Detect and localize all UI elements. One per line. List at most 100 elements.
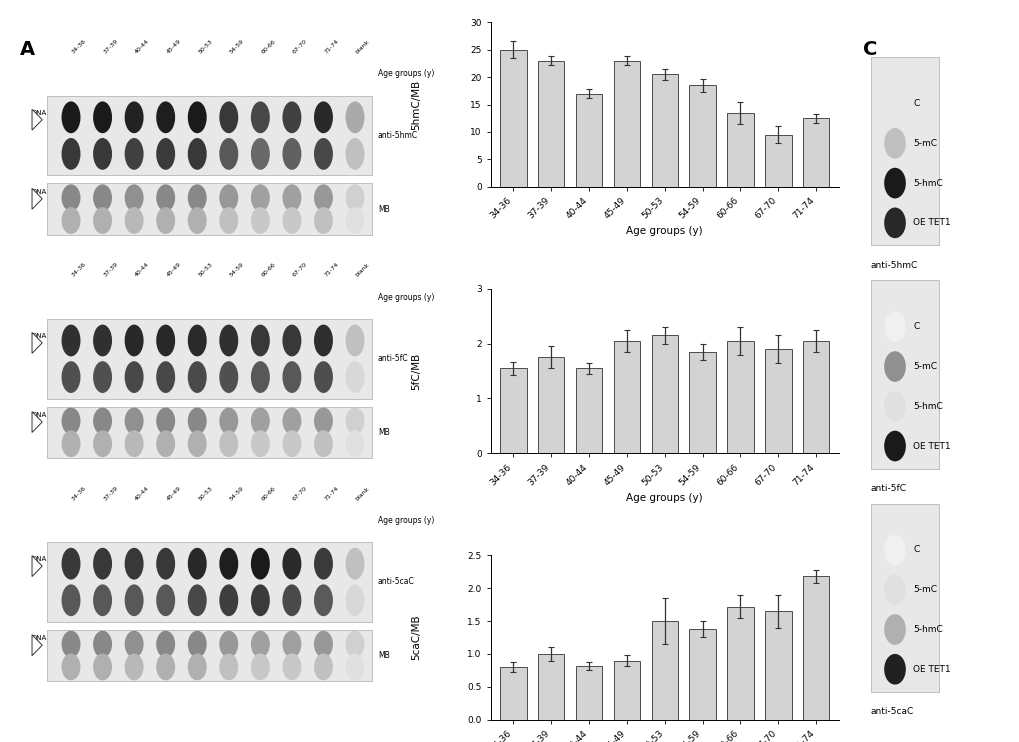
Ellipse shape <box>883 128 905 159</box>
Text: anti-5caC: anti-5caC <box>869 707 913 716</box>
Ellipse shape <box>282 407 301 434</box>
Ellipse shape <box>93 654 112 680</box>
Bar <box>651 621 678 720</box>
Ellipse shape <box>219 138 238 170</box>
Text: DNA: DNA <box>31 110 46 116</box>
Text: C: C <box>912 545 918 554</box>
Bar <box>727 341 753 453</box>
Text: 45-49: 45-49 <box>165 262 181 278</box>
Ellipse shape <box>219 654 238 680</box>
Bar <box>499 50 526 187</box>
Ellipse shape <box>251 407 270 434</box>
Text: blank: blank <box>355 485 371 502</box>
Text: anti-5hmC: anti-5hmC <box>378 131 418 140</box>
Text: DNA: DNA <box>31 188 46 195</box>
Ellipse shape <box>93 585 112 616</box>
Ellipse shape <box>124 548 144 580</box>
Text: C: C <box>912 99 918 108</box>
Bar <box>651 74 678 187</box>
Bar <box>689 352 715 453</box>
Text: 5-mC: 5-mC <box>912 585 936 594</box>
Ellipse shape <box>156 361 175 393</box>
Ellipse shape <box>314 430 332 457</box>
Ellipse shape <box>61 361 81 393</box>
Ellipse shape <box>345 407 364 434</box>
Bar <box>613 341 640 453</box>
Text: 5-hmC: 5-hmC <box>912 179 942 188</box>
Ellipse shape <box>93 184 112 211</box>
Ellipse shape <box>282 361 301 393</box>
Ellipse shape <box>251 585 270 616</box>
Text: 54-59: 54-59 <box>228 262 245 278</box>
Ellipse shape <box>314 654 332 680</box>
Ellipse shape <box>187 585 207 616</box>
Text: 34-36: 34-36 <box>71 485 88 502</box>
Bar <box>764 611 791 720</box>
Text: OE TET1: OE TET1 <box>912 441 950 450</box>
Text: DNA: DNA <box>31 635 46 641</box>
Ellipse shape <box>345 324 364 356</box>
Ellipse shape <box>219 631 238 657</box>
Bar <box>802 118 828 187</box>
Ellipse shape <box>314 407 332 434</box>
Ellipse shape <box>219 102 238 134</box>
Text: 37-39: 37-39 <box>103 485 119 502</box>
FancyBboxPatch shape <box>47 542 372 622</box>
Ellipse shape <box>156 654 175 680</box>
Ellipse shape <box>219 548 238 580</box>
Ellipse shape <box>124 430 144 457</box>
Text: Age groups (y): Age groups (y) <box>378 292 434 302</box>
Ellipse shape <box>93 407 112 434</box>
Text: 5-hmC: 5-hmC <box>912 401 942 411</box>
Ellipse shape <box>251 430 270 457</box>
Text: 45-49: 45-49 <box>165 39 181 55</box>
Ellipse shape <box>61 654 81 680</box>
Text: B: B <box>497 39 512 59</box>
Ellipse shape <box>282 430 301 457</box>
Ellipse shape <box>187 631 207 657</box>
FancyBboxPatch shape <box>47 630 372 681</box>
Bar <box>689 85 715 187</box>
Text: DNA: DNA <box>31 556 46 562</box>
Ellipse shape <box>251 548 270 580</box>
Ellipse shape <box>219 430 238 457</box>
Ellipse shape <box>251 184 270 211</box>
Bar <box>576 93 602 187</box>
Ellipse shape <box>883 168 905 198</box>
Text: anti-5hmC: anti-5hmC <box>869 260 917 270</box>
Text: 60-66: 60-66 <box>260 39 276 55</box>
Text: blank: blank <box>355 39 371 55</box>
Ellipse shape <box>61 631 81 657</box>
Ellipse shape <box>156 407 175 434</box>
Ellipse shape <box>314 102 332 134</box>
Ellipse shape <box>61 548 81 580</box>
Ellipse shape <box>282 207 301 234</box>
Text: 54-59: 54-59 <box>228 39 245 55</box>
Ellipse shape <box>61 138 81 170</box>
Ellipse shape <box>282 324 301 356</box>
Ellipse shape <box>156 430 175 457</box>
Bar <box>764 349 791 453</box>
Bar <box>689 629 715 720</box>
Ellipse shape <box>345 585 364 616</box>
Ellipse shape <box>219 585 238 616</box>
Ellipse shape <box>345 184 364 211</box>
Ellipse shape <box>345 631 364 657</box>
Ellipse shape <box>61 430 81 457</box>
FancyBboxPatch shape <box>47 183 372 235</box>
Bar <box>802 577 828 720</box>
Ellipse shape <box>187 548 207 580</box>
Ellipse shape <box>124 207 144 234</box>
Ellipse shape <box>187 430 207 457</box>
Polygon shape <box>32 556 42 577</box>
Text: anti-5fC: anti-5fC <box>869 484 906 493</box>
Text: Age groups (y): Age groups (y) <box>378 516 434 525</box>
Ellipse shape <box>345 548 364 580</box>
Ellipse shape <box>124 361 144 393</box>
Ellipse shape <box>251 207 270 234</box>
Ellipse shape <box>156 585 175 616</box>
Text: 5-hmC: 5-hmC <box>912 625 942 634</box>
FancyBboxPatch shape <box>47 96 372 175</box>
Ellipse shape <box>282 184 301 211</box>
Ellipse shape <box>93 138 112 170</box>
